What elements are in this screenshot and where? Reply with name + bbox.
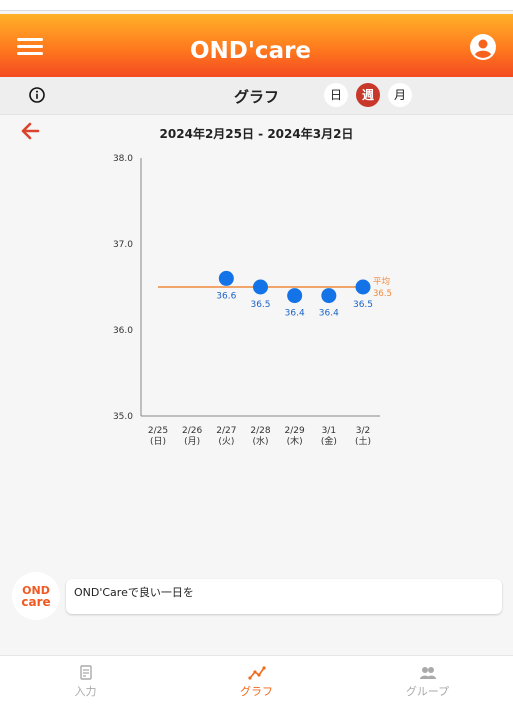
graph-icon bbox=[247, 666, 266, 680]
nav-graph-label: グラフ bbox=[240, 685, 273, 698]
data-label: 36.6 bbox=[216, 291, 236, 301]
data-point bbox=[253, 279, 268, 295]
average-label: 平均 bbox=[373, 276, 390, 287]
temperature-chart: 38.0 37.0 36.0 35.0 2/25 (日) 2/26 (月) 2/27 (火) 2/2… bbox=[113, 154, 392, 447]
x-tick-label: 3/2 (土) bbox=[355, 426, 371, 447]
graph-toolbar: グラフ 日 週 月 bbox=[0, 77, 513, 115]
x-tick-label: 2/28 (水) bbox=[250, 426, 270, 447]
y-tick-label: 36.0 bbox=[113, 326, 133, 336]
y-tick-label: 37.0 bbox=[113, 240, 133, 250]
date-range-label: 2024年2月25日 - 2024年3月2日 bbox=[159, 127, 354, 141]
data-label: 36.4 bbox=[285, 309, 305, 319]
nav-group[interactable]: グループ bbox=[342, 665, 513, 699]
data-point bbox=[287, 288, 303, 304]
ondcare-avatar: OND care bbox=[12, 572, 60, 620]
x-tick-label: 2/25 (日) bbox=[148, 426, 168, 447]
nav-input-label: 入力 bbox=[74, 685, 97, 698]
back-arrow-icon[interactable] bbox=[20, 121, 40, 141]
page-title: グラフ bbox=[233, 88, 279, 106]
period-week-button[interactable]: 週 bbox=[356, 83, 380, 107]
data-point bbox=[321, 288, 337, 304]
app-header: OND'care bbox=[0, 14, 513, 77]
x-tick-label: 3/1 (金) bbox=[321, 426, 337, 447]
average-value-label: 36.5 bbox=[373, 289, 392, 299]
svg-text:OND: OND bbox=[22, 584, 50, 597]
chat-message-bubble: OND'Careで良い一日を bbox=[66, 579, 502, 614]
period-month-button[interactable]: 月 bbox=[388, 83, 412, 107]
bottom-navigation: 入力 グラフ グループ bbox=[0, 655, 513, 706]
nav-input[interactable]: 入力 bbox=[0, 665, 171, 699]
x-tick-label: 2/26 (月) bbox=[182, 426, 202, 447]
nav-group-label: グループ bbox=[405, 685, 450, 698]
menu-icon[interactable] bbox=[17, 38, 43, 56]
y-tick-label: 38.0 bbox=[113, 154, 133, 164]
user-account-icon[interactable] bbox=[470, 34, 496, 60]
x-tick-label: 2/29 (木) bbox=[285, 426, 305, 447]
group-icon bbox=[419, 667, 436, 679]
data-point bbox=[355, 279, 371, 295]
data-point bbox=[218, 270, 234, 286]
data-label: 36.5 bbox=[353, 300, 373, 310]
svg-text:care: care bbox=[21, 595, 50, 609]
period-day-button[interactable]: 日 bbox=[324, 83, 348, 107]
top-status-strip bbox=[0, 0, 513, 11]
data-label: 36.5 bbox=[250, 300, 270, 310]
info-icon[interactable] bbox=[29, 87, 45, 103]
y-tick-label: 35.0 bbox=[113, 412, 133, 422]
svg-text:OND'care: OND'care bbox=[190, 38, 311, 64]
ondcare-logo: OND'care bbox=[190, 38, 311, 64]
data-label: 36.4 bbox=[319, 309, 339, 319]
edit-icon bbox=[79, 665, 92, 680]
nav-graph[interactable]: グラフ bbox=[171, 665, 342, 699]
x-tick-label: 2/27 (火) bbox=[216, 426, 236, 447]
